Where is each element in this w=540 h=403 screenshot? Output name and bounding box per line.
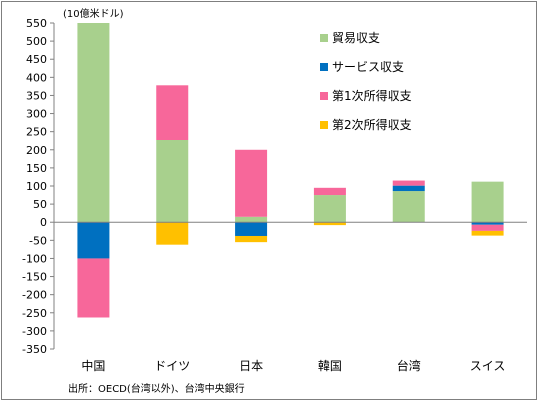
bar-segment [156,139,189,223]
bar-segment [313,195,346,223]
y-tick-label: 500 [26,35,47,48]
x-tick-label: 韓国 [318,359,342,373]
bar-segment [392,191,425,223]
bar-segment [77,222,110,259]
legend-label: サービス収支 [332,60,404,74]
y-tick-label: 100 [26,180,47,193]
x-tick-label: ドイツ [154,359,190,373]
y-tick-label: 250 [26,126,47,139]
y-tick-label: -50 [29,234,47,247]
bars [77,23,504,318]
legend-swatch [320,34,328,42]
x-tick-label: 日本 [239,359,263,373]
legend-label: 貿易収支 [332,31,380,45]
y-tick-label: -150 [22,271,47,284]
y-axis: 550500450400350300250200150100500-50-100… [22,17,55,356]
bar-segment [156,222,189,245]
bar-segment [392,185,425,192]
y-tick-label: -300 [22,325,47,338]
source-note: 出所：OECD(台湾以外)、台湾中央銀行 [68,382,245,395]
y-tick-label: 350 [26,89,47,102]
bar-segment [471,224,504,231]
y-tick-label: -200 [22,289,47,302]
bar-segment [313,222,346,226]
bar-segment [471,222,504,225]
bar-segment [471,181,504,223]
x-axis-labels: 中国 ドイツ 日本 韓国 台湾 スイス [81,358,505,373]
bar-segment [235,216,268,223]
legend-label: 第1次所得収支 [332,88,412,103]
y-tick-label: 300 [26,108,47,121]
legend-label: 第2次所得収支 [332,117,412,132]
y-tick-label: 50 [33,198,47,211]
y-tick-label: -100 [22,252,47,265]
bar-segment [235,235,268,243]
bar-segment [471,230,504,236]
y-tick-label: 200 [26,144,47,157]
bar-segment [313,187,346,196]
y-tick-label: -350 [22,343,47,356]
bar-segment [235,222,268,236]
legend-swatch [320,121,328,129]
legend-swatch [320,92,328,100]
bar-segment [235,149,268,217]
bar-segment [77,23,110,223]
y-tick-label: -250 [22,307,47,320]
y-tick-label: 0 [40,216,47,229]
x-tick-label: 中国 [81,358,105,373]
x-tick-label: 台湾 [397,358,421,373]
y-tick-label: 150 [26,162,47,175]
bar-segment [156,85,189,140]
bar-segment [77,258,110,318]
y-tick-label: 550 [26,17,47,30]
bar-segment [392,180,425,186]
legend-swatch [320,63,328,71]
unit-label: (10億米ドル) [63,7,124,20]
x-tick-label: スイス [470,359,506,373]
y-tick-label: 450 [26,53,47,66]
y-tick-label: 400 [26,71,47,84]
